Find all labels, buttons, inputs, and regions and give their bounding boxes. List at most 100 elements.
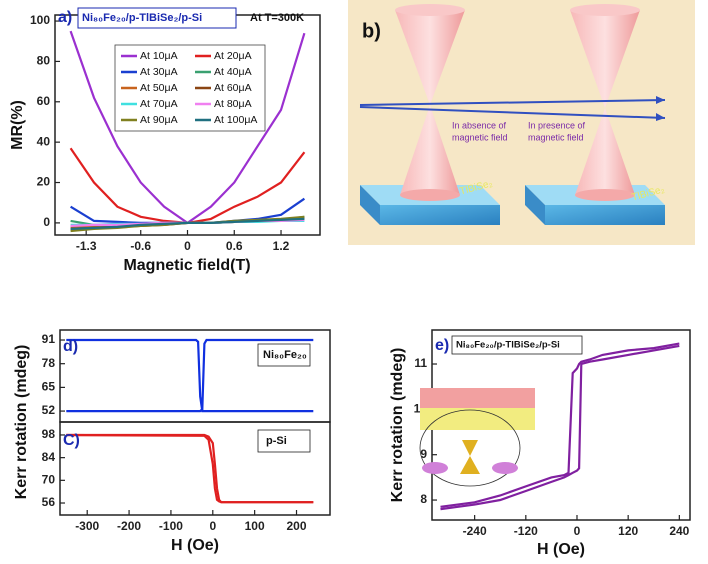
y-tick-label: 100 (30, 13, 50, 27)
legend-label: At 30μA (140, 66, 178, 78)
x-tick-label: 0.6 (226, 239, 243, 253)
legend-label: At 100μA (214, 114, 257, 126)
series-line (66, 338, 314, 413)
x-tick-label: -0.6 (130, 239, 151, 253)
panel-label: b) (362, 20, 381, 42)
series-line (66, 433, 314, 504)
annotation: Ni₈₀Fe₂₀ (263, 349, 307, 361)
annotation-box (257, 429, 311, 453)
plot-frame (59, 421, 331, 516)
field-arrow (359, 99, 666, 106)
legend-box (114, 44, 266, 132)
caption: magnetic field (452, 132, 508, 142)
inset-cone (422, 462, 448, 474)
caption: In absence of (452, 120, 507, 130)
x-tick-label: -100 (159, 519, 183, 533)
series-line (70, 217, 305, 230)
x-tick-label: 0 (209, 519, 216, 533)
field-arrow (359, 106, 666, 119)
y-tick-label: 52 (42, 403, 56, 417)
chart-title: Ni₈₀Fe₂₀/p-TlBiSe₂/p-Si (456, 340, 560, 351)
y-tick-label: 60 (37, 94, 51, 108)
y-tick-label: 40 (37, 134, 51, 148)
caption: In presence of (528, 120, 586, 130)
upper-cone (395, 10, 465, 105)
cone-top (570, 4, 640, 16)
y-tick-label: 20 (37, 175, 51, 189)
arrow-head (656, 113, 665, 121)
y-tick-label: 91 (42, 332, 56, 346)
slab-side (360, 185, 380, 225)
left-cone-system (360, 4, 500, 225)
x-tick-label: 0 (574, 524, 581, 538)
x-tick-label: 100 (245, 519, 265, 533)
legend-label: At 40μA (214, 66, 252, 78)
y-tick-label: 0 (43, 215, 50, 229)
lower-cone (400, 105, 460, 195)
title-box (451, 335, 583, 355)
legend-label: At 90μA (140, 114, 178, 126)
cone-base (575, 189, 635, 201)
y-tick-label: 9 (420, 447, 427, 461)
right-cone-system (525, 4, 665, 225)
chart-title: Ni₈₀Fe₂₀/p-TlBiSe₂/p-Si (82, 12, 202, 24)
y-axis-label: Kerr rotation (mdeg) (13, 345, 30, 500)
arrow-head (656, 96, 665, 104)
panel-label: a) (58, 9, 72, 26)
y-axis-label: Kerr rotation (mdeg) (389, 348, 406, 503)
y-tick-label: 8 (420, 492, 427, 506)
upper-cone (570, 10, 640, 108)
title-box (77, 7, 237, 29)
slab-side (525, 185, 545, 225)
inset-cone (460, 456, 480, 474)
inset-layer (420, 388, 535, 408)
series-line (440, 342, 680, 508)
x-tick-label: -200 (117, 519, 141, 533)
x-tick-label: -1.3 (76, 239, 97, 253)
caption: magnetic field (528, 132, 584, 142)
x-tick-label: 1.2 (273, 239, 290, 253)
inset-ellipse (419, 409, 521, 487)
lower-cone (575, 108, 635, 195)
panel-label: C) (63, 432, 80, 449)
slab-front (380, 205, 500, 225)
y-tick-label: 56 (42, 495, 56, 509)
annotation: p-Si (266, 435, 287, 447)
legend-label: At 50μA (140, 82, 178, 94)
slab-front (545, 205, 665, 225)
y-tick-label: 78 (42, 356, 56, 370)
series-line (69, 147, 306, 225)
cone-base (400, 189, 460, 201)
x-tick-label: -240 (463, 524, 487, 538)
x-tick-label: -120 (514, 524, 538, 538)
x-axis-label: Magnetic field(T) (123, 257, 250, 274)
inset-e (419, 388, 535, 487)
y-tick-label: 65 (42, 380, 56, 394)
y-tick-label: 11 (414, 356, 427, 370)
y-tick-label: 84 (42, 450, 56, 464)
legend-label: At 70μA (140, 98, 178, 110)
legend-label: At 20μA (214, 50, 252, 62)
y-tick-label: 80 (37, 54, 51, 68)
x-tick-label: 240 (669, 524, 689, 538)
x-axis-label: H (Oe) (537, 541, 585, 558)
legend-label: At 10μA (140, 50, 178, 62)
legend-label: At 80μA (214, 98, 252, 110)
annotation: At T=300K (250, 12, 304, 24)
inset-cone (462, 440, 478, 456)
x-tick-label: -300 (75, 519, 99, 533)
x-tick-label: 200 (286, 519, 306, 533)
series-line (440, 344, 680, 511)
cone-top (395, 4, 465, 16)
panel-label: d) (63, 338, 78, 355)
inset-cone (492, 462, 518, 474)
x-tick-label: 120 (618, 524, 638, 538)
x-axis-label: H (Oe) (171, 537, 219, 554)
y-tick-label: 70 (42, 472, 56, 486)
annotation-box (257, 343, 311, 367)
legend-label: At 60μA (214, 82, 252, 94)
panel-label: e) (435, 337, 449, 354)
diagram-b: b) In absence of magnetic field In prese… (348, 0, 695, 245)
y-axis-label: MR(%) (9, 100, 26, 150)
